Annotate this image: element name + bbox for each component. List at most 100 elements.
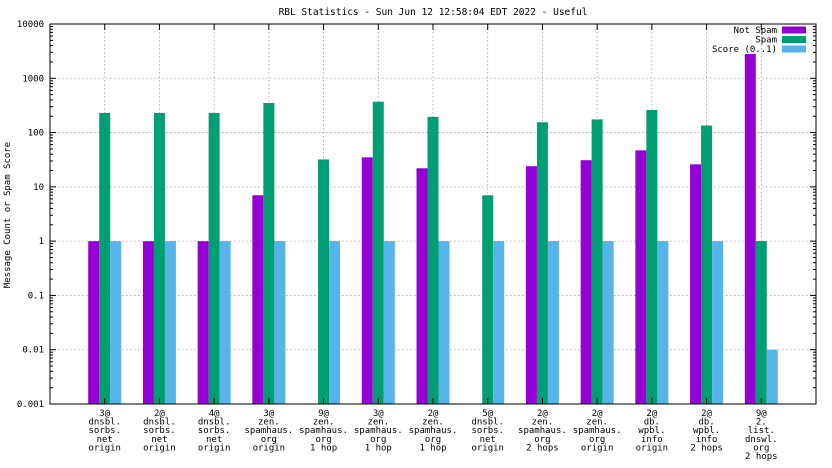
legend-label: Score (0..1) bbox=[712, 45, 777, 55]
x-category-label-line: spamhaus. bbox=[299, 426, 348, 436]
bars-layer bbox=[88, 54, 778, 405]
x-category-label-line: 2@ bbox=[154, 409, 165, 419]
bar-spam bbox=[427, 116, 439, 404]
x-category-label-line: dnsbl. bbox=[198, 418, 231, 428]
y-tick-label: 1 bbox=[39, 237, 44, 247]
x-category-label-line: 3@ bbox=[263, 409, 274, 419]
bar-spam bbox=[591, 119, 603, 405]
bar-score-0-1 bbox=[110, 241, 122, 404]
bar-not-spam bbox=[361, 157, 373, 404]
x-category-label-line: 1 hop bbox=[419, 443, 446, 453]
x-category-label-line: list. bbox=[748, 426, 775, 436]
legend-label: Spam bbox=[755, 36, 777, 46]
x-category-label: 2@ db. wpbl. info 2 hops bbox=[690, 409, 723, 453]
bar-score-0-1 bbox=[274, 241, 286, 404]
x-category-label-line: net bbox=[480, 435, 496, 445]
y-tick-label: 100 bbox=[28, 129, 44, 139]
x-category-label-line: spamhaus. bbox=[354, 426, 403, 436]
y-tick-label: 10 bbox=[33, 183, 44, 193]
y-axis-label: Message Count or Spam Score bbox=[3, 142, 13, 288]
x-category-label-line: origin bbox=[198, 443, 231, 453]
x-category-label-line: org bbox=[370, 435, 386, 445]
x-category-label-line: zen. bbox=[586, 418, 608, 428]
y-tick-label: 0.1 bbox=[28, 291, 44, 301]
y-tick-label: 0.001 bbox=[17, 400, 44, 410]
x-category-label-line: dnsbl. bbox=[143, 418, 176, 428]
bar-spam bbox=[153, 112, 165, 404]
x-category-label-line: net bbox=[206, 435, 222, 445]
bar-not-spam bbox=[252, 195, 264, 404]
x-category-label-line: 2@ bbox=[428, 409, 439, 419]
bar-spam bbox=[701, 125, 713, 405]
x-category-label-line: origin bbox=[253, 443, 286, 453]
bar-not-spam bbox=[744, 54, 756, 405]
x-category-label-line: 4@ bbox=[209, 409, 220, 419]
x-category-label-line: origin bbox=[636, 443, 669, 453]
x-category-label: 2@ zen. spamhaus. org 2 hops bbox=[518, 409, 567, 453]
x-category-label-line: net bbox=[97, 435, 113, 445]
x-category-label-line: 9@ bbox=[756, 409, 767, 419]
legend-swatch bbox=[782, 45, 806, 53]
x-category-label-line: 3@ bbox=[99, 409, 110, 419]
x-category-label-line: org bbox=[589, 435, 605, 445]
bar-not-spam bbox=[416, 168, 428, 404]
x-category-label-line: spamhaus. bbox=[573, 426, 622, 436]
bar-spam bbox=[372, 101, 384, 404]
x-category-label-line: 2@ bbox=[646, 409, 657, 419]
x-category-label: 4@ dnsbl. sorbs. net origin bbox=[198, 409, 231, 453]
x-category-label-line: 2 hops bbox=[745, 452, 778, 462]
bar-not-spam bbox=[525, 166, 537, 404]
x-category-label-line: origin bbox=[143, 443, 176, 453]
x-category-label-line: org bbox=[534, 435, 550, 445]
x-category-label-line: org bbox=[425, 435, 441, 445]
x-category-label-line: spamhaus. bbox=[244, 426, 293, 436]
x-category-label-line: 2@ bbox=[701, 409, 712, 419]
x-category-label-line: zen. bbox=[367, 418, 389, 428]
ticks-layer: 0.001 0.01 0.1 1 10 100 1000 10000 bbox=[17, 20, 816, 410]
x-category-label-line: org bbox=[261, 435, 277, 445]
x-category-label-line: 1 hop bbox=[365, 443, 392, 453]
x-category-label: 9@ 2. list. dnswl. org 2 hops bbox=[745, 409, 778, 462]
x-category-label-line: dnsbl. bbox=[471, 418, 504, 428]
x-category-label-line: zen. bbox=[258, 418, 280, 428]
x-category-label-line: origin bbox=[471, 443, 504, 453]
bar-score-0-1 bbox=[438, 241, 450, 404]
x-category-label-line: 2 hops bbox=[526, 443, 559, 453]
x-category-label-line: zen. bbox=[422, 418, 444, 428]
legend-label: Not Spam bbox=[734, 26, 777, 36]
x-category-label-line: org bbox=[753, 443, 769, 453]
bar-not-spam bbox=[690, 164, 702, 404]
x-category-label-line: sorbs. bbox=[88, 426, 121, 436]
bar-not-spam bbox=[142, 241, 154, 404]
x-category-label-line: 3@ bbox=[373, 409, 384, 419]
bar-not-spam bbox=[88, 241, 100, 404]
x-category-label-line: dnsbl. bbox=[88, 418, 121, 428]
x-category-label-line: 1 hop bbox=[310, 443, 337, 453]
bar-spam bbox=[755, 241, 767, 404]
bar-score-0-1 bbox=[657, 241, 669, 404]
legend-swatch bbox=[782, 36, 806, 43]
x-category-label: 2@ zen. spamhaus. org 1 hop bbox=[409, 409, 458, 453]
bar-score-0-1 bbox=[493, 241, 505, 404]
bar-score-0-1 bbox=[219, 241, 231, 404]
x-category-label-line: 5@ bbox=[482, 409, 493, 419]
bar-not-spam bbox=[580, 160, 592, 404]
bar-spam bbox=[536, 122, 548, 404]
x-category-label-line: wpbl. bbox=[693, 426, 720, 436]
x-category-label-line: wpbl. bbox=[638, 426, 665, 436]
x-category-label-line: sorbs. bbox=[198, 426, 231, 436]
x-category-label: 5@ dnsbl. sorbs. net origin bbox=[471, 409, 504, 453]
bar-score-0-1 bbox=[164, 241, 176, 404]
x-category-label-line: origin bbox=[581, 443, 614, 453]
bar-spam bbox=[482, 195, 494, 404]
y-tick-label: 1000 bbox=[22, 74, 44, 84]
x-category-label-line: 2@ bbox=[592, 409, 603, 419]
x-category-label-line: zen. bbox=[532, 418, 554, 428]
x-category-label-line: info bbox=[641, 435, 663, 445]
x-category-label-line: 9@ bbox=[318, 409, 329, 419]
x-category-label-line: org bbox=[315, 435, 331, 445]
x-category-label-line: zen. bbox=[313, 418, 335, 428]
